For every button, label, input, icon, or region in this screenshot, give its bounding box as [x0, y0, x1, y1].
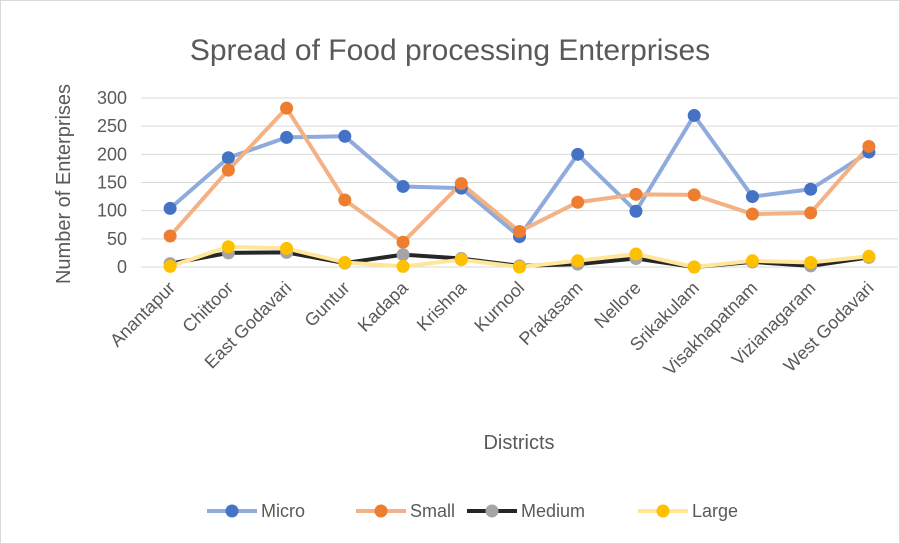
data-point-large: [280, 241, 294, 255]
legend-label-micro: Micro: [261, 501, 305, 521]
x-tick-label: Krishna: [413, 277, 471, 335]
x-tick-label: Anantapur: [106, 278, 179, 351]
data-point-medium: [396, 248, 410, 262]
data-point-large: [571, 254, 585, 268]
data-point-large: [338, 255, 352, 269]
legend-marker-large: [656, 504, 670, 518]
series-line-micro: [168, 113, 871, 239]
data-point-micro: [745, 190, 759, 204]
data-point-large: [687, 260, 701, 274]
y-tick-label: 0: [117, 257, 127, 277]
data-point-large: [629, 247, 643, 261]
data-point-micro: [338, 129, 352, 143]
x-tick-label: Chittoor: [178, 278, 237, 337]
chart-title: Spread of Food processing Enterprises: [190, 34, 710, 67]
series-lines: [163, 101, 876, 274]
data-point-micro: [221, 151, 235, 165]
data-point-small: [862, 139, 876, 153]
data-point-large: [396, 259, 410, 273]
data-point-micro: [280, 130, 294, 144]
y-tick-label: 250: [97, 116, 127, 136]
y-axis-ticks: 0 50 100 150 200 250 300: [97, 88, 127, 277]
data-point-small: [571, 195, 585, 209]
x-tick-label: Kadapa: [354, 277, 413, 336]
legend-label-large: Large: [692, 501, 738, 521]
data-point-small: [338, 193, 352, 207]
data-point-small: [745, 207, 759, 221]
data-point-large: [862, 249, 876, 263]
x-tick-label: Prakasam: [515, 278, 586, 349]
data-point-small: [804, 206, 818, 220]
data-point-small: [280, 101, 294, 115]
y-tick-label: 50: [107, 229, 127, 249]
y-tick-label: 150: [97, 173, 127, 193]
data-point-micro: [629, 204, 643, 218]
data-point-small: [513, 225, 526, 239]
data-point-large: [221, 240, 235, 254]
legend-label-small: Small: [410, 501, 455, 521]
data-point-small: [454, 177, 468, 191]
data-point-small: [687, 188, 701, 202]
y-tick-label: 200: [97, 144, 127, 164]
data-point-micro: [571, 147, 585, 161]
y-axis-title: Number of Enterprises: [53, 84, 75, 284]
data-point-large: [745, 254, 759, 268]
x-axis-title: Districts: [483, 432, 554, 454]
data-point-large: [454, 253, 468, 267]
data-point-large: [163, 259, 177, 273]
legend-label-medium: Medium: [521, 501, 585, 521]
data-point-small: [629, 187, 643, 201]
legend-marker-small: [374, 504, 388, 518]
data-point-large: [804, 255, 818, 269]
data-point-micro: [396, 179, 410, 193]
data-point-small: [163, 229, 177, 243]
x-tick-label: Nellore: [590, 278, 644, 332]
y-tick-label: 300: [97, 88, 127, 108]
data-point-small: [221, 163, 235, 177]
data-point-micro: [687, 108, 701, 122]
data-point-micro: [804, 182, 818, 196]
x-tick-label: Guntur: [301, 278, 354, 331]
data-point-small: [396, 235, 410, 249]
data-point-large: [513, 260, 526, 274]
legend: Micro Small Medium Large: [207, 501, 738, 521]
legend-marker-medium: [485, 504, 499, 518]
series-line-small: [168, 106, 871, 245]
x-tick-label: Kurnool: [470, 278, 528, 336]
y-tick-label: 100: [97, 201, 127, 221]
data-point-micro: [163, 201, 177, 215]
legend-marker-micro: [225, 504, 239, 518]
